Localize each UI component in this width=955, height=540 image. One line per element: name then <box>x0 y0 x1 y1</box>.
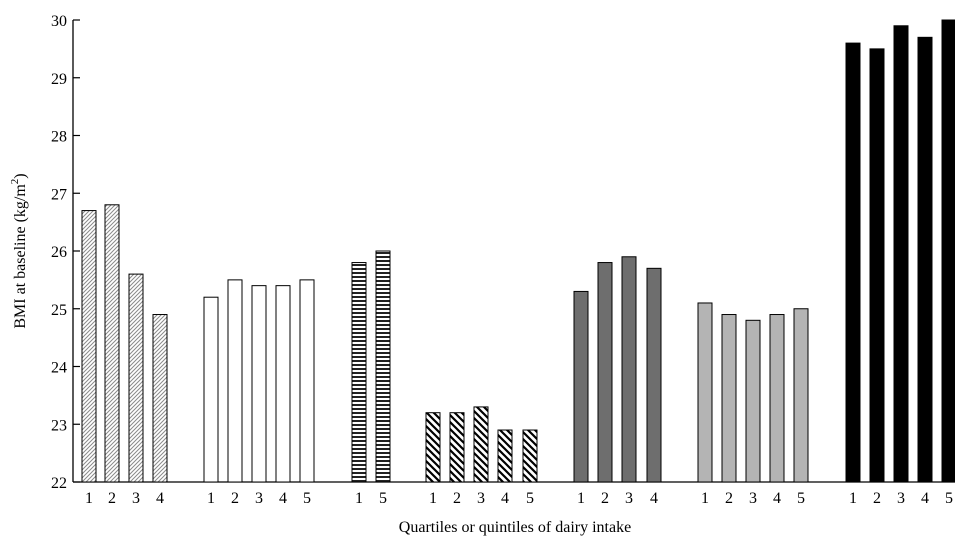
bar <box>81 210 97 483</box>
bar <box>597 262 613 483</box>
x-tick-label: 5 <box>379 490 387 507</box>
bar-group-1 <box>81 204 168 483</box>
x-tick-label: 3 <box>132 490 140 507</box>
bar-group-5 <box>573 256 662 483</box>
bar <box>299 279 315 483</box>
x-tick-label: 4 <box>650 490 658 507</box>
bar <box>449 412 465 483</box>
x-tick-label: 1 <box>577 490 585 507</box>
x-tick-label: 5 <box>797 490 805 507</box>
bars <box>81 19 955 483</box>
y-tick-label: 26 <box>51 244 67 261</box>
bar-group-7 <box>845 19 955 483</box>
x-tick-label: 3 <box>625 490 633 507</box>
bar <box>869 48 885 483</box>
bar <box>522 429 538 483</box>
bar <box>128 273 144 483</box>
x-tick-label: 1 <box>355 490 363 507</box>
bar <box>845 42 861 483</box>
bar-group-4 <box>425 406 538 483</box>
x-tick-label: 3 <box>477 490 485 507</box>
y-tick-label: 27 <box>51 186 67 203</box>
bar <box>941 19 955 483</box>
x-tick-label: 1 <box>85 490 93 507</box>
y-tick-label: 25 <box>51 302 67 319</box>
x-tick-label: 1 <box>701 490 709 507</box>
x-tick-label: 2 <box>231 490 239 507</box>
bar <box>621 256 637 483</box>
bar-group-3 <box>351 250 391 483</box>
x-tick-label: 4 <box>773 490 781 507</box>
bar <box>893 25 909 483</box>
x-tick-label: 2 <box>725 490 733 507</box>
x-tick-label: 4 <box>921 490 929 507</box>
bar <box>351 262 367 483</box>
x-axis-title: Quartiles or quintiles of dairy intake <box>399 519 631 536</box>
x-tick-label: 3 <box>749 490 757 507</box>
bar <box>425 412 441 483</box>
x-tick-label: 4 <box>156 490 164 507</box>
bar <box>375 250 391 483</box>
bar <box>203 296 219 483</box>
bar <box>104 204 120 483</box>
bar <box>251 285 267 483</box>
bar <box>227 279 243 483</box>
x-tick-label: 5 <box>526 490 534 507</box>
y-tick-label: 22 <box>51 475 67 492</box>
x-tick-label: 5 <box>945 490 953 507</box>
x-tick-label: 2 <box>453 490 461 507</box>
bar <box>646 267 662 483</box>
x-tick-label: 4 <box>501 490 509 507</box>
y-tick-label: 30 <box>51 13 67 30</box>
y-ticks: 22 23 24 25 26 27 28 29 30 <box>51 13 80 492</box>
x-tick-label: 2 <box>108 490 116 507</box>
bar-group-6 <box>697 302 809 483</box>
x-tick-label: 1 <box>207 490 215 507</box>
bar <box>769 314 785 483</box>
x-tick-label: 5 <box>303 490 311 507</box>
x-tick-label: 3 <box>897 490 905 507</box>
bar <box>793 308 809 483</box>
x-tick-label: 3 <box>255 490 263 507</box>
bar <box>152 314 168 483</box>
bar <box>473 406 489 483</box>
y-tick-label: 24 <box>51 360 67 377</box>
bar <box>917 36 933 483</box>
x-tick-label: 2 <box>873 490 881 507</box>
y-axis-title: BMI at baseline (kg/m2) <box>9 173 29 328</box>
x-tick-label: 1 <box>429 490 437 507</box>
bar <box>497 429 513 483</box>
x-tick-label: 2 <box>601 490 609 507</box>
y-tick-label: 29 <box>51 71 67 88</box>
y-tick-label: 28 <box>51 129 67 146</box>
y-tick-label: 23 <box>51 417 67 434</box>
bar <box>697 302 713 483</box>
bar <box>573 290 589 483</box>
bar <box>721 314 737 483</box>
bar <box>275 285 291 483</box>
x-tick-label: 1 <box>849 490 857 507</box>
bar <box>745 319 761 483</box>
bar-group-2 <box>203 279 315 483</box>
x-tick-label: 4 <box>279 490 287 507</box>
